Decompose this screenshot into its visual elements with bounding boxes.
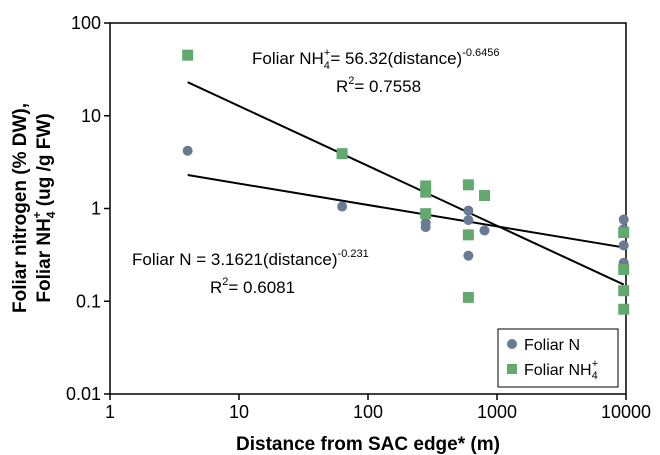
- legend-nh4-text: Foliar NH: [524, 362, 592, 379]
- n-eq-prefix: Foliar N = 3.1621(distance): [132, 250, 338, 269]
- y-title-suffix: (ug /g FW): [34, 113, 55, 211]
- foliar-nh4-point: [618, 263, 630, 275]
- n-equation: Foliar N = 3.1621(distance)-0.231: [132, 248, 369, 269]
- fit-line-foliar-nh4: [187, 81, 625, 286]
- y-axis-title-line1: Foliar nitrogen (% DW),: [10, 103, 31, 313]
- legend: Foliar N Foliar NH4+: [497, 328, 619, 388]
- foliar-n-point: [618, 240, 629, 251]
- y-tick-label: 10: [81, 106, 101, 126]
- n-r2-prefix: R: [210, 278, 222, 297]
- foliar-nh4-point: [420, 208, 432, 220]
- nh4-equation: Foliar NH4+= 56.32(distance)-0.6456: [252, 47, 500, 72]
- x-tick-label: 100: [353, 402, 383, 422]
- legend-label-foliar-nh4: Foliar NH4+: [524, 358, 598, 382]
- legend-nh4-sup: +: [592, 358, 598, 370]
- y-title-sub: 4: [44, 211, 58, 218]
- legend-box: [497, 328, 619, 388]
- nh4-r2-suffix: = 0.7558: [354, 77, 421, 96]
- y-tick-label: 0.1: [76, 291, 101, 311]
- nh4-eq-sup: +: [324, 47, 330, 59]
- y-tick-label: 100: [71, 13, 101, 33]
- foliar-nh4-point: [462, 291, 474, 303]
- foliar-nh4-point: [618, 285, 630, 297]
- foliar-nh4-point: [618, 227, 630, 239]
- foliar-n-point: [182, 145, 193, 156]
- y-title-sup: +: [30, 211, 44, 218]
- legend-nh4-sub: 4: [592, 370, 598, 382]
- x-tick-label: 1: [105, 402, 115, 422]
- x-tick-label: 10000: [601, 402, 651, 422]
- nh4-r2-sup: 2: [348, 75, 354, 87]
- y-tick-label: 0.01: [66, 384, 101, 404]
- y-title-prefix: Foliar NH: [34, 218, 55, 302]
- foliar-n-point: [479, 225, 490, 236]
- foliar-n-point: [463, 205, 474, 216]
- fits-layer: [187, 81, 625, 286]
- n-r2-suffix: = 0.6081: [228, 278, 295, 297]
- foliar-nh4-point: [462, 179, 474, 191]
- foliar-nh4-point: [618, 303, 630, 315]
- n-r2: R2= 0.6081: [210, 276, 295, 297]
- n-r2-sup: 2: [222, 276, 228, 288]
- nh4-eq-exponent: -0.6456: [462, 47, 499, 59]
- fit-line-foliar-n: [187, 174, 624, 249]
- nh4-r2: R2= 0.7558: [336, 75, 421, 96]
- legend-n-text: Foliar N: [524, 337, 580, 354]
- foliar-nh4-point: [420, 186, 432, 198]
- legend-label-foliar-n: Foliar N: [524, 337, 580, 354]
- points-layer: [182, 49, 630, 315]
- n-eq-exponent: -0.231: [338, 248, 369, 260]
- x-tick-label: 10: [229, 402, 249, 422]
- y-tick-label: 1: [91, 199, 101, 219]
- foliar-n-point: [463, 215, 474, 226]
- ticks-layer: 1 10 100 1000 10000 0.01 0.1 1 10 100: [66, 13, 651, 422]
- y-axis-title-line2: Foliar NH4+ (ug /g FW): [30, 113, 58, 302]
- foliar-nh4-point: [462, 229, 474, 241]
- x-axis-title: Distance from SAC edge* (m): [236, 434, 500, 455]
- foliar-nh4-point: [182, 49, 194, 61]
- foliar-n-point: [618, 214, 629, 225]
- foliar-n-point: [463, 250, 474, 261]
- legend-circle-marker: [507, 339, 517, 349]
- y-axis-title: Foliar nitrogen (% DW), Foliar NH4+ (ug …: [10, 103, 58, 313]
- x-tick-label: 1000: [477, 402, 517, 422]
- foliar-nh4-point: [478, 190, 490, 202]
- nh4-eq-mid: = 56.32(distance): [330, 49, 462, 68]
- nh4-eq-sub: 4: [324, 60, 330, 72]
- foliar-nh4-point: [336, 148, 348, 160]
- foliar-n-point: [337, 201, 348, 212]
- foliar-n-point: [420, 217, 431, 228]
- nh4-eq-prefix: Foliar NH: [252, 49, 324, 68]
- legend-square-marker: [507, 364, 517, 374]
- foliar-nh4-point: [420, 180, 432, 192]
- nh4-r2-prefix: R: [336, 77, 348, 96]
